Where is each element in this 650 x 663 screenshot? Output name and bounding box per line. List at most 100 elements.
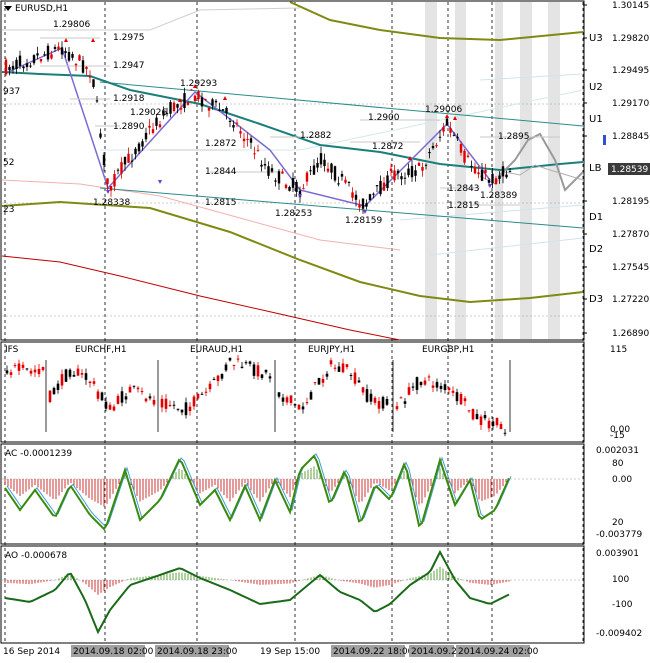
left-edge-label: 52 (3, 158, 14, 168)
candle-body (277, 171, 281, 184)
candle-body (46, 45, 50, 60)
candle-body (25, 63, 29, 68)
ifs-candle-body (244, 362, 248, 364)
ifs-candle-body (160, 398, 164, 408)
forecast-line (499, 132, 584, 192)
candle-body (127, 153, 130, 163)
candle-body (466, 155, 470, 157)
candle-body (263, 163, 267, 166)
candle-body (225, 107, 228, 114)
candle-body (239, 131, 242, 134)
channel-lower (99, 187, 584, 229)
candle-body (473, 167, 477, 174)
main-price-panel[interactable]: 1.29806 1.29293 1.29026 1.28338 1.28253 1.281… (1, 1, 584, 341)
ifs-candle-body (100, 392, 104, 401)
ac-scale-label: 20 (612, 518, 624, 528)
guide-line (399, 204, 584, 221)
ifs-candle-body (84, 373, 88, 380)
ifs-candle-body (353, 372, 357, 384)
ifs-candle-body (285, 397, 289, 403)
ifs-candle-body (120, 391, 124, 403)
candle-body (333, 166, 337, 181)
candle-body (319, 153, 323, 165)
ifs-candle-body (13, 365, 17, 367)
pivot-arrow-up (193, 84, 197, 88)
ifs-candle-body (212, 379, 216, 381)
candle-body (148, 125, 151, 128)
time-axis-label: 19 Sep 15:00 (260, 647, 320, 657)
level-value-label: 1.2872 (372, 142, 404, 152)
ifs-candle-body (439, 385, 443, 389)
time-axis-highlight (409, 645, 454, 657)
ifs-candle-body (499, 423, 503, 430)
ifs-candle-body (64, 369, 68, 382)
candle-body (113, 174, 116, 187)
candle-body (407, 168, 410, 176)
ifs-candle-body (72, 374, 76, 377)
ifs-candle-body (21, 364, 25, 368)
candle-body (505, 174, 508, 178)
candle-body (134, 148, 137, 155)
candle-body (207, 108, 211, 111)
ifs-panel[interactable]: IFS EURCHF,H1 EURAUD,H1 EURJPY,H1 EURGBP,H1 (5, 345, 511, 437)
ifs-symbol-label: EURCHF,H1 (75, 345, 127, 355)
candle-body (501, 166, 505, 177)
candle-body (186, 102, 190, 105)
ifs-candle-body (236, 358, 240, 360)
level-value-label: 1.2918 (113, 94, 145, 104)
lower-band-line (1, 200, 584, 304)
candle-body (232, 124, 235, 128)
ifs-candle-body (148, 396, 152, 399)
level-value-label: 1.2900 (368, 113, 400, 123)
candle-body (242, 138, 246, 142)
ac-indicator-panel[interactable]: AC -0.0001239 (2, 449, 583, 531)
ifs-candle-body (297, 404, 301, 410)
candle-body (421, 166, 424, 171)
time-axis-label: 16 Sep 2014 (3, 647, 60, 657)
candle-body (22, 66, 25, 69)
ifs-candle-body (289, 395, 293, 404)
candle-body (431, 145, 435, 149)
candle-body (470, 165, 473, 167)
current-price-label: 1.28539 (611, 165, 648, 175)
ifs-candle-body (33, 369, 37, 373)
ifs-candle-body (25, 368, 29, 370)
candle-body (347, 181, 351, 183)
candle-body (71, 54, 74, 58)
candle-body (95, 100, 99, 102)
ifs-candle-body (309, 392, 313, 400)
level-value-label: 1.2890 (113, 122, 145, 132)
ifs-candle-body (260, 374, 264, 378)
ifs-candle-body (415, 377, 419, 390)
candle-body (281, 171, 284, 174)
candle-body (316, 163, 319, 168)
level-value-label: 1.2844 (205, 167, 237, 177)
ifs-candle-body (293, 404, 297, 406)
ao-indicator-panel[interactable]: AO -0.000678 (2, 549, 583, 635)
pivot-price-label: 1.29293 (180, 79, 217, 89)
candle-body (228, 120, 232, 122)
ifs-candle-body (369, 393, 373, 402)
ifs-candle-body (455, 392, 459, 402)
ifs-candle-body (192, 396, 196, 407)
candle-body (435, 145, 438, 147)
chevron-down-icon[interactable] (4, 6, 12, 11)
ao-scale-label: -0.009402 (596, 629, 642, 639)
candle-body (106, 178, 109, 185)
candle-body (323, 159, 326, 167)
candle-body (204, 99, 207, 101)
pivot-arrow-up (91, 38, 95, 42)
ifs-candle-body (29, 370, 33, 374)
level-value-label: 1.2975 (113, 33, 145, 43)
candle-body (368, 194, 372, 201)
level-label-d2: D2 (589, 244, 603, 255)
ifs-candle-body (176, 408, 180, 410)
pivot-price-label: 1.28338 (93, 198, 130, 208)
ac-scale-label: -0.003779 (596, 530, 642, 540)
level-label-u2: U2 (589, 82, 603, 93)
ifs-candle-body (9, 372, 13, 375)
ifs-candle-body (140, 391, 144, 393)
ao-scale-label: 0.003901 (596, 549, 639, 559)
